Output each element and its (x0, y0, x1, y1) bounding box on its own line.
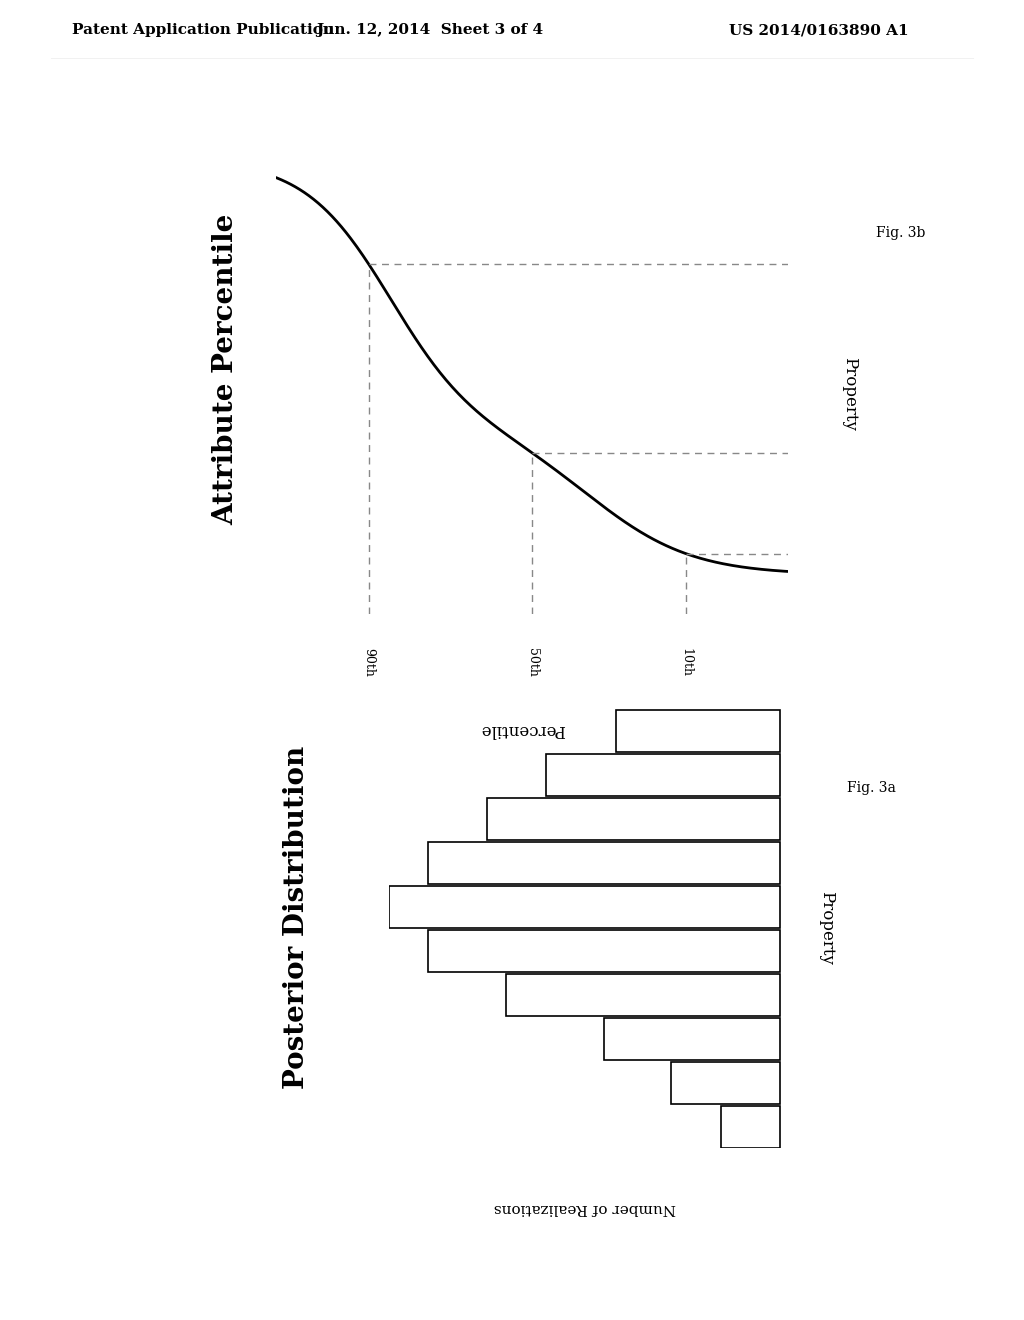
Text: Attribute Percentile: Attribute Percentile (212, 214, 239, 525)
Bar (507, 974, 780, 1016)
Bar (428, 842, 780, 884)
Text: US 2014/0163890 A1: US 2014/0163890 A1 (729, 24, 909, 37)
Bar (671, 1061, 780, 1105)
Bar (546, 754, 780, 796)
Text: 90th: 90th (362, 648, 375, 677)
Text: Fig. 3a: Fig. 3a (847, 780, 895, 795)
Text: Percentile: Percentile (479, 721, 565, 738)
Text: 50th: 50th (526, 648, 539, 677)
Bar (428, 929, 780, 973)
Bar (604, 1018, 780, 1060)
Text: Property: Property (818, 891, 836, 965)
Text: Property: Property (842, 358, 858, 430)
Text: Number of Realizations: Number of Realizations (494, 1201, 676, 1216)
Bar (486, 797, 780, 841)
Text: Jun. 12, 2014  Sheet 3 of 4: Jun. 12, 2014 Sheet 3 of 4 (316, 24, 544, 37)
Bar (615, 710, 780, 752)
Text: Patent Application Publication: Patent Application Publication (72, 24, 334, 37)
Bar (722, 1106, 780, 1148)
Text: 10th: 10th (680, 648, 692, 677)
Text: Fig. 3b: Fig. 3b (876, 226, 925, 240)
Bar (389, 886, 780, 928)
Text: Posterior Distribution: Posterior Distribution (284, 746, 310, 1089)
